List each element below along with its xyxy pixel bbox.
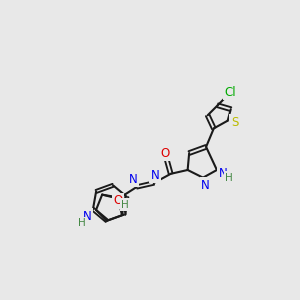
Text: H: H [78, 218, 86, 228]
Text: H: H [122, 200, 129, 210]
Text: N: N [82, 210, 91, 223]
Text: N: N [219, 167, 227, 180]
Text: N: N [201, 179, 210, 192]
Text: N: N [129, 173, 137, 186]
Text: O: O [161, 146, 170, 160]
Text: N: N [151, 169, 160, 182]
Text: O: O [113, 194, 122, 207]
Text: Cl: Cl [224, 86, 236, 99]
Text: H: H [225, 173, 233, 183]
Text: S: S [231, 116, 238, 129]
